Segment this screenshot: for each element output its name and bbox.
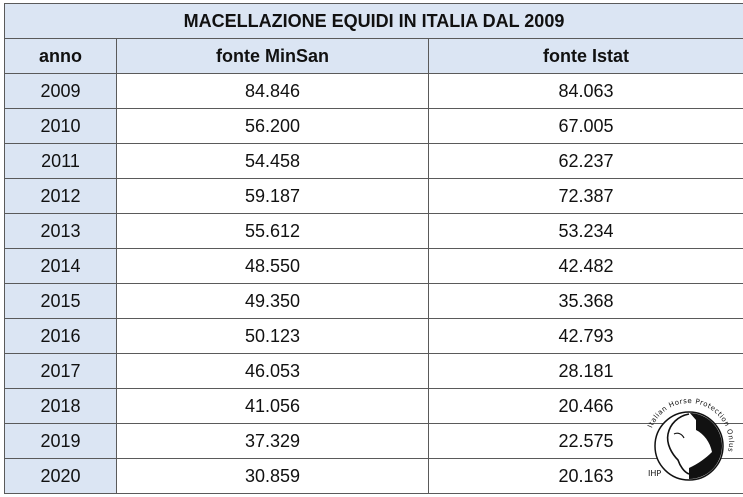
cell-minsan[interactable]: 49.350 (116, 283, 429, 319)
table-row: 2016 50.123 42.793 (4, 318, 743, 354)
cell-istat[interactable]: 35.368 (428, 283, 743, 319)
header-row: anno fonte MinSan fonte Istat (4, 38, 743, 74)
cell-minsan[interactable]: 50.123 (116, 318, 429, 354)
table-row: 2013 55.612 53.234 (4, 213, 743, 249)
cell-istat[interactable]: 72.387 (428, 178, 743, 214)
cell-minsan[interactable]: 59.187 (116, 178, 429, 214)
cell-istat[interactable]: 67.005 (428, 108, 743, 144)
cell-minsan[interactable]: 84.846 (116, 73, 429, 109)
horse-logo-icon: Italian Horse Protection Onlus IHP (646, 397, 735, 481)
header-cell-minsan[interactable]: fonte MinSan (116, 38, 429, 74)
cell-minsan[interactable]: 48.550 (116, 248, 429, 284)
cell-year[interactable]: 2017 (4, 353, 117, 389)
cell-minsan[interactable]: 55.612 (116, 213, 429, 249)
table-row: 2010 56.200 67.005 (4, 108, 743, 144)
cell-minsan[interactable]: 41.056 (116, 388, 429, 424)
cell-year[interactable]: 2020 (4, 458, 117, 494)
table-row: 2020 30.859 20.163 (4, 458, 743, 494)
slaughter-table: MACELLAZIONE EQUIDI IN ITALIA DAL 2009 a… (4, 3, 743, 494)
table-row: 2012 59.187 72.387 (4, 178, 743, 214)
cell-year[interactable]: 2013 (4, 213, 117, 249)
header-cell-year[interactable]: anno (4, 38, 117, 74)
title-row: MACELLAZIONE EQUIDI IN ITALIA DAL 2009 (4, 3, 743, 39)
cell-istat[interactable]: 28.181 (428, 353, 743, 389)
cell-minsan[interactable]: 37.329 (116, 423, 429, 459)
cell-year[interactable]: 2010 (4, 108, 117, 144)
cell-istat[interactable]: 84.063 (428, 73, 743, 109)
table-row: 2011 54.458 62.237 (4, 143, 743, 179)
table-row: 2014 48.550 42.482 (4, 248, 743, 284)
cell-year[interactable]: 2018 (4, 388, 117, 424)
cell-minsan[interactable]: 30.859 (116, 458, 429, 494)
cell-minsan[interactable]: 46.053 (116, 353, 429, 389)
cell-istat[interactable]: 53.234 (428, 213, 743, 249)
table-row: 2019 37.329 22.575 (4, 423, 743, 459)
cell-year[interactable]: 2019 (4, 423, 117, 459)
cell-year[interactable]: 2011 (4, 143, 117, 179)
cell-istat[interactable]: 62.237 (428, 143, 743, 179)
table-title[interactable]: MACELLAZIONE EQUIDI IN ITALIA DAL 2009 (4, 3, 743, 39)
table-row: 2015 49.350 35.368 (4, 283, 743, 319)
cell-istat[interactable]: 42.482 (428, 248, 743, 284)
table-row: 2018 41.056 20.466 (4, 388, 743, 424)
cell-minsan[interactable]: 54.458 (116, 143, 429, 179)
ihp-logo: Italian Horse Protection Onlus IHP (640, 394, 738, 492)
cell-year[interactable]: 2014 (4, 248, 117, 284)
cell-minsan[interactable]: 56.200 (116, 108, 429, 144)
cell-year[interactable]: 2012 (4, 178, 117, 214)
header-cell-istat[interactable]: fonte Istat (428, 38, 743, 74)
logo-initials: IHP (648, 469, 661, 478)
table-row: 2009 84.846 84.063 (4, 73, 743, 109)
cell-istat[interactable]: 42.793 (428, 318, 743, 354)
cell-year[interactable]: 2009 (4, 73, 117, 109)
cell-year[interactable]: 2016 (4, 318, 117, 354)
cell-year[interactable]: 2015 (4, 283, 117, 319)
table-row: 2017 46.053 28.181 (4, 353, 743, 389)
